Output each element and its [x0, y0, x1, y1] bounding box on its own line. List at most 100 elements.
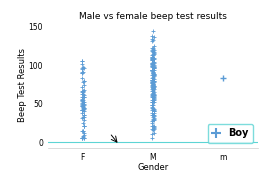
Point: [81, 136, 85, 139]
Point: [150, 111, 154, 114]
Point: [150, 98, 154, 101]
Point: [149, 77, 154, 80]
Point: [151, 129, 155, 132]
Point: [151, 51, 155, 54]
Point: [152, 93, 156, 96]
Point: [150, 93, 154, 96]
Point: [82, 95, 86, 98]
Point: [151, 95, 155, 98]
Point: [150, 101, 154, 104]
Point: [150, 57, 154, 60]
Point: [149, 62, 154, 65]
Point: [82, 124, 86, 127]
Point: [81, 110, 86, 113]
Point: [152, 108, 156, 111]
Point: [152, 63, 156, 66]
Point: [150, 59, 154, 62]
Point: [150, 103, 154, 106]
Point: [151, 89, 155, 92]
Point: [80, 105, 84, 108]
Point: [152, 66, 156, 69]
Point: [151, 119, 155, 122]
Point: [152, 117, 156, 120]
Point: [150, 80, 155, 83]
Point: [82, 95, 86, 98]
Point: [151, 83, 155, 86]
Point: [152, 93, 156, 97]
Point: [151, 30, 156, 33]
Point: [149, 64, 154, 67]
Point: [152, 74, 156, 77]
Point: [151, 87, 155, 90]
Point: [152, 81, 156, 84]
Point: [150, 92, 154, 95]
Point: [152, 52, 156, 55]
Point: [82, 116, 86, 119]
Point: [82, 107, 86, 110]
Point: [151, 61, 155, 64]
Point: [80, 98, 84, 101]
Point: [151, 57, 155, 60]
Point: [80, 86, 84, 89]
Point: [152, 111, 156, 114]
Point: [151, 92, 155, 95]
Point: [150, 38, 155, 41]
Point: [150, 62, 154, 65]
Point: [151, 95, 155, 98]
Point: [80, 97, 84, 101]
Point: [150, 68, 154, 71]
Point: [150, 79, 154, 82]
Point: [81, 130, 85, 133]
Point: [152, 78, 156, 81]
Point: [151, 99, 155, 102]
Point: [150, 79, 154, 82]
Point: [151, 117, 155, 120]
Point: [152, 51, 156, 54]
Point: [81, 115, 85, 118]
Point: [81, 98, 85, 101]
Point: [82, 118, 86, 121]
Point: [80, 103, 84, 106]
Title: Male vs female beep test results: Male vs female beep test results: [79, 12, 227, 21]
Point: [82, 125, 86, 128]
Point: [80, 109, 84, 112]
Point: [150, 120, 154, 123]
Point: [151, 71, 155, 74]
Point: [150, 69, 154, 72]
Point: [81, 104, 85, 107]
Point: [150, 108, 155, 112]
Point: [80, 77, 85, 80]
Point: [151, 56, 155, 59]
Point: [82, 80, 86, 83]
Point: [80, 101, 85, 104]
Point: [151, 91, 155, 94]
Point: [151, 113, 155, 116]
Point: [150, 61, 154, 64]
Point: [150, 65, 154, 68]
Point: [151, 52, 155, 55]
Point: [152, 80, 156, 83]
Point: [80, 90, 84, 93]
Point: [151, 53, 155, 56]
Point: [151, 81, 155, 84]
Point: [80, 137, 84, 140]
Point: [150, 127, 154, 130]
Point: [150, 65, 154, 68]
Point: [152, 62, 156, 65]
Point: [151, 72, 156, 75]
Point: [152, 80, 156, 83]
Point: [82, 131, 86, 134]
Point: [150, 49, 155, 52]
Point: [81, 65, 85, 68]
Point: [80, 109, 84, 112]
Point: [80, 71, 84, 74]
Point: [152, 85, 156, 88]
Point: [151, 49, 155, 52]
Point: [150, 69, 154, 72]
Point: [152, 114, 156, 117]
Point: [150, 122, 154, 125]
Point: [150, 74, 154, 77]
Point: [152, 126, 156, 129]
Point: [152, 52, 156, 55]
Point: [82, 137, 86, 140]
